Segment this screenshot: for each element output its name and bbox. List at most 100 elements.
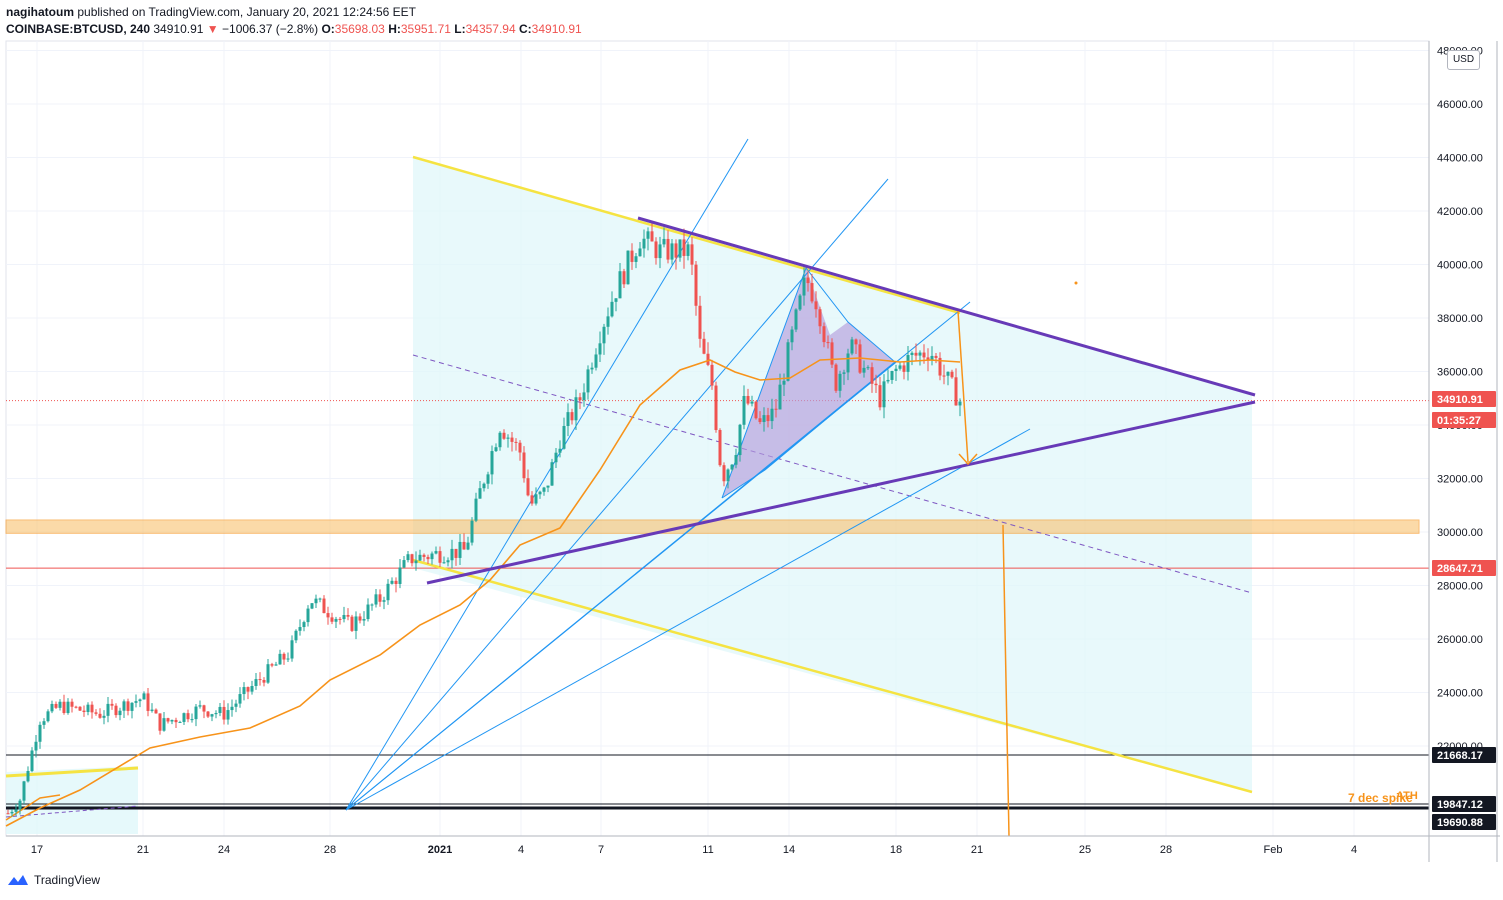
candle-body (566, 412, 570, 426)
candle-body (902, 365, 906, 372)
candle-body (670, 243, 674, 260)
candle-body (246, 687, 250, 692)
candle-body (882, 381, 886, 408)
candle-body (666, 238, 670, 260)
triangle-upper-line (637, 216, 1256, 397)
y-tick-label: 36000.00 (1437, 367, 1483, 379)
early-channel-fill (6, 766, 138, 834)
open-label: O: (321, 22, 335, 36)
candle-body (230, 706, 234, 711)
x-tick-label: 25 (1079, 844, 1091, 856)
candle-body (726, 469, 730, 482)
candle-body (142, 693, 146, 700)
candle-body (390, 580, 394, 584)
candle-body (430, 553, 434, 560)
candle-body (582, 392, 586, 401)
candle-body (478, 488, 482, 499)
candle-body (466, 542, 470, 550)
x-tick-label: 4 (518, 844, 524, 856)
x-tick-label: 24 (218, 844, 230, 856)
candle-body (574, 397, 578, 421)
candle-body (322, 598, 326, 614)
candle-body (26, 771, 30, 782)
candle-body (310, 603, 314, 609)
candle-body (594, 354, 598, 368)
moving-average-line (5, 357, 961, 827)
candle-body (114, 705, 118, 716)
candle-body (598, 343, 602, 355)
last-price: 34910.91 (153, 22, 204, 36)
triangle-lower-line (426, 400, 1256, 585)
candle-body (630, 250, 634, 262)
fan-line (345, 178, 889, 811)
tradingview-logo: TradingView (6, 873, 100, 887)
y-tick-label: 26000.00 (1437, 634, 1483, 646)
candle-body (762, 415, 766, 423)
candle-body (826, 342, 830, 344)
candle-body (822, 326, 826, 343)
candle-body (198, 705, 202, 707)
x-tick-label: 21 (137, 844, 149, 856)
candle-body (186, 713, 190, 720)
low-label: L: (454, 22, 466, 36)
candle-body (654, 241, 658, 259)
candle-body (234, 703, 238, 707)
candle-body (758, 418, 762, 423)
candle-body (638, 248, 642, 257)
candle-body (238, 694, 242, 704)
candle-body (458, 541, 462, 558)
candle-body (954, 377, 958, 406)
candle-body (570, 412, 574, 421)
candle-body (942, 375, 946, 377)
candle-body (934, 355, 938, 358)
candle-body (54, 703, 58, 708)
candle-body (74, 706, 78, 708)
y-tick-label: 30000.00 (1437, 527, 1483, 539)
candle-body (170, 719, 174, 722)
early-orange-line (5, 794, 61, 821)
currency-button[interactable]: USD (1447, 50, 1480, 70)
candle-body (782, 380, 786, 385)
candle-body (102, 715, 106, 718)
candle-body (502, 432, 506, 439)
candle-body (634, 256, 638, 262)
y-tick-label: 44000.00 (1437, 153, 1483, 165)
candle-body (834, 364, 838, 391)
candle-body (298, 627, 302, 631)
candle-body (682, 239, 686, 256)
x-tick-label: 18 (890, 844, 902, 856)
y-tick-label: 32000.00 (1437, 474, 1483, 486)
candle-body (166, 718, 170, 722)
candle-body (746, 395, 750, 404)
candle-body (950, 371, 954, 378)
x-tick-label: 4 (1351, 844, 1357, 856)
target-line (1002, 524, 1010, 837)
candle-body (58, 701, 62, 708)
candle-body (482, 483, 486, 489)
candle-body (674, 243, 678, 258)
price-tag-box (1432, 560, 1496, 576)
candle-body (610, 301, 614, 317)
y-tick-label: 28000.00 (1437, 581, 1483, 593)
candle-body (622, 271, 626, 285)
candle-body (642, 238, 646, 249)
candle-body (778, 384, 782, 410)
candle-body (914, 352, 918, 356)
candle-body (586, 369, 590, 393)
candle-body (282, 653, 286, 660)
candle-body (98, 713, 102, 718)
candle-body (806, 277, 810, 284)
candle-body (878, 385, 882, 408)
candle-body (290, 640, 294, 659)
candle-body (774, 408, 778, 410)
candle-body (22, 781, 26, 801)
candle-body (846, 353, 850, 373)
candlestick-series (6, 222, 962, 817)
logo-text: TradingView (34, 873, 101, 887)
candle-body (394, 580, 398, 584)
candle-body (410, 554, 414, 564)
author-name[interactable]: nagihatoum (6, 5, 74, 19)
candle-body (406, 554, 410, 561)
candle-body (366, 604, 370, 620)
